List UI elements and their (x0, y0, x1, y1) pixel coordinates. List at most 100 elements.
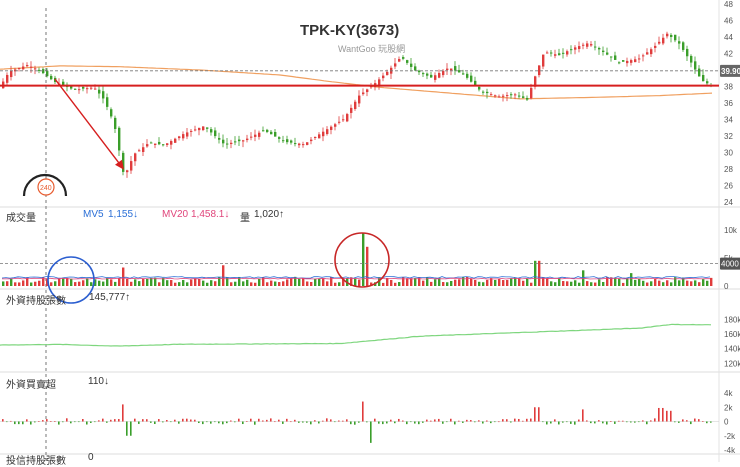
volume-bar (698, 282, 701, 286)
net-bar (62, 421, 64, 423)
candle-body (486, 91, 489, 94)
volume-bar (310, 281, 313, 286)
net-bar (218, 421, 220, 424)
net-bar (346, 419, 348, 422)
net-bar (402, 420, 404, 422)
candle-body (222, 139, 225, 144)
net-bar (634, 421, 636, 423)
net-bar (474, 421, 476, 423)
candle-body (582, 44, 585, 46)
candle-body (226, 143, 229, 145)
volume-bar (178, 282, 181, 286)
mv20-value: 1,458.1↓ (191, 209, 230, 220)
volume-bar (198, 278, 201, 286)
volume-bar (582, 270, 585, 286)
net-bar (494, 421, 496, 423)
volume-bar (202, 280, 205, 286)
candle-body (682, 42, 685, 50)
volume-bar (286, 279, 289, 286)
net-bar (158, 419, 160, 422)
net-bar (18, 421, 20, 425)
candle-body (530, 87, 533, 99)
candle-body (198, 127, 201, 131)
volume-bar (254, 282, 257, 286)
net-bar (274, 421, 276, 423)
volume-bar (578, 282, 581, 286)
net-bar (58, 421, 60, 425)
net-bar (102, 418, 104, 422)
volume-tick-label: 10k (724, 226, 738, 235)
candle-body (586, 43, 589, 47)
net-bar (178, 421, 180, 424)
candle-body (654, 45, 657, 48)
net-bar (26, 419, 28, 422)
candle-body (350, 107, 353, 113)
volume-bar (682, 277, 685, 286)
foreign-net-value: 110↓ (88, 376, 109, 387)
candle-body (650, 49, 653, 55)
volume-bar (146, 278, 149, 286)
candle-body (358, 95, 361, 104)
candle-body (442, 70, 445, 76)
volume-bar (154, 277, 157, 286)
net-bar (510, 421, 512, 423)
candle-body (38, 69, 41, 71)
volume-bar (246, 279, 249, 286)
candle-body (242, 140, 245, 142)
net-bar (378, 421, 380, 424)
net-bar (286, 418, 288, 422)
volume-bar (474, 279, 477, 286)
volume-bar (390, 279, 393, 286)
volume-bar (222, 265, 225, 286)
candle-body (706, 81, 709, 84)
net-bar (290, 421, 292, 423)
candle-body (526, 97, 529, 100)
candle-body (158, 141, 161, 145)
candle-body (214, 130, 217, 137)
net-tick-label: -2k (724, 432, 736, 441)
candle-body (34, 68, 37, 70)
net-bar (190, 419, 192, 422)
volume-bar (262, 277, 265, 286)
candle-body (338, 121, 341, 123)
volume-bar (426, 277, 429, 286)
net-bar (574, 421, 576, 425)
net-bar (406, 421, 408, 425)
candle-body (82, 86, 85, 89)
volume-bar (450, 280, 453, 286)
candle-body (458, 70, 461, 73)
net-bar (450, 418, 452, 422)
volume-bar (434, 279, 437, 286)
net-bar (98, 420, 100, 422)
volume-bar (650, 281, 653, 286)
volume-bar (302, 278, 305, 286)
net-bar (710, 421, 712, 423)
volume-bar (150, 278, 153, 286)
volume-bar (118, 277, 121, 286)
volume-bar (514, 277, 517, 286)
net-bar (130, 421, 132, 436)
volume-bar (138, 281, 141, 286)
net-bar (602, 421, 604, 424)
candle-body (514, 94, 517, 96)
volume-bar (318, 278, 321, 286)
candle-body (134, 153, 137, 162)
net-bar (262, 420, 264, 422)
net-bar (570, 421, 572, 424)
chart-title: TPK-KY(3673) (300, 22, 400, 39)
volume-bar (422, 280, 425, 286)
candle-body (626, 60, 629, 64)
volume-bar (670, 282, 673, 286)
net-bar (266, 419, 268, 422)
volume-bar (294, 276, 297, 286)
candle-body (362, 92, 365, 95)
volume-bar (158, 282, 161, 286)
candle-body (302, 144, 305, 146)
volume-badge-text: 4000 (721, 260, 739, 269)
candle-body (90, 87, 93, 89)
volume-bar (242, 281, 245, 286)
volume-bar (298, 278, 301, 286)
net-bar (334, 421, 336, 423)
price-tick-label: 46 (724, 17, 733, 26)
net-bar (650, 420, 652, 422)
